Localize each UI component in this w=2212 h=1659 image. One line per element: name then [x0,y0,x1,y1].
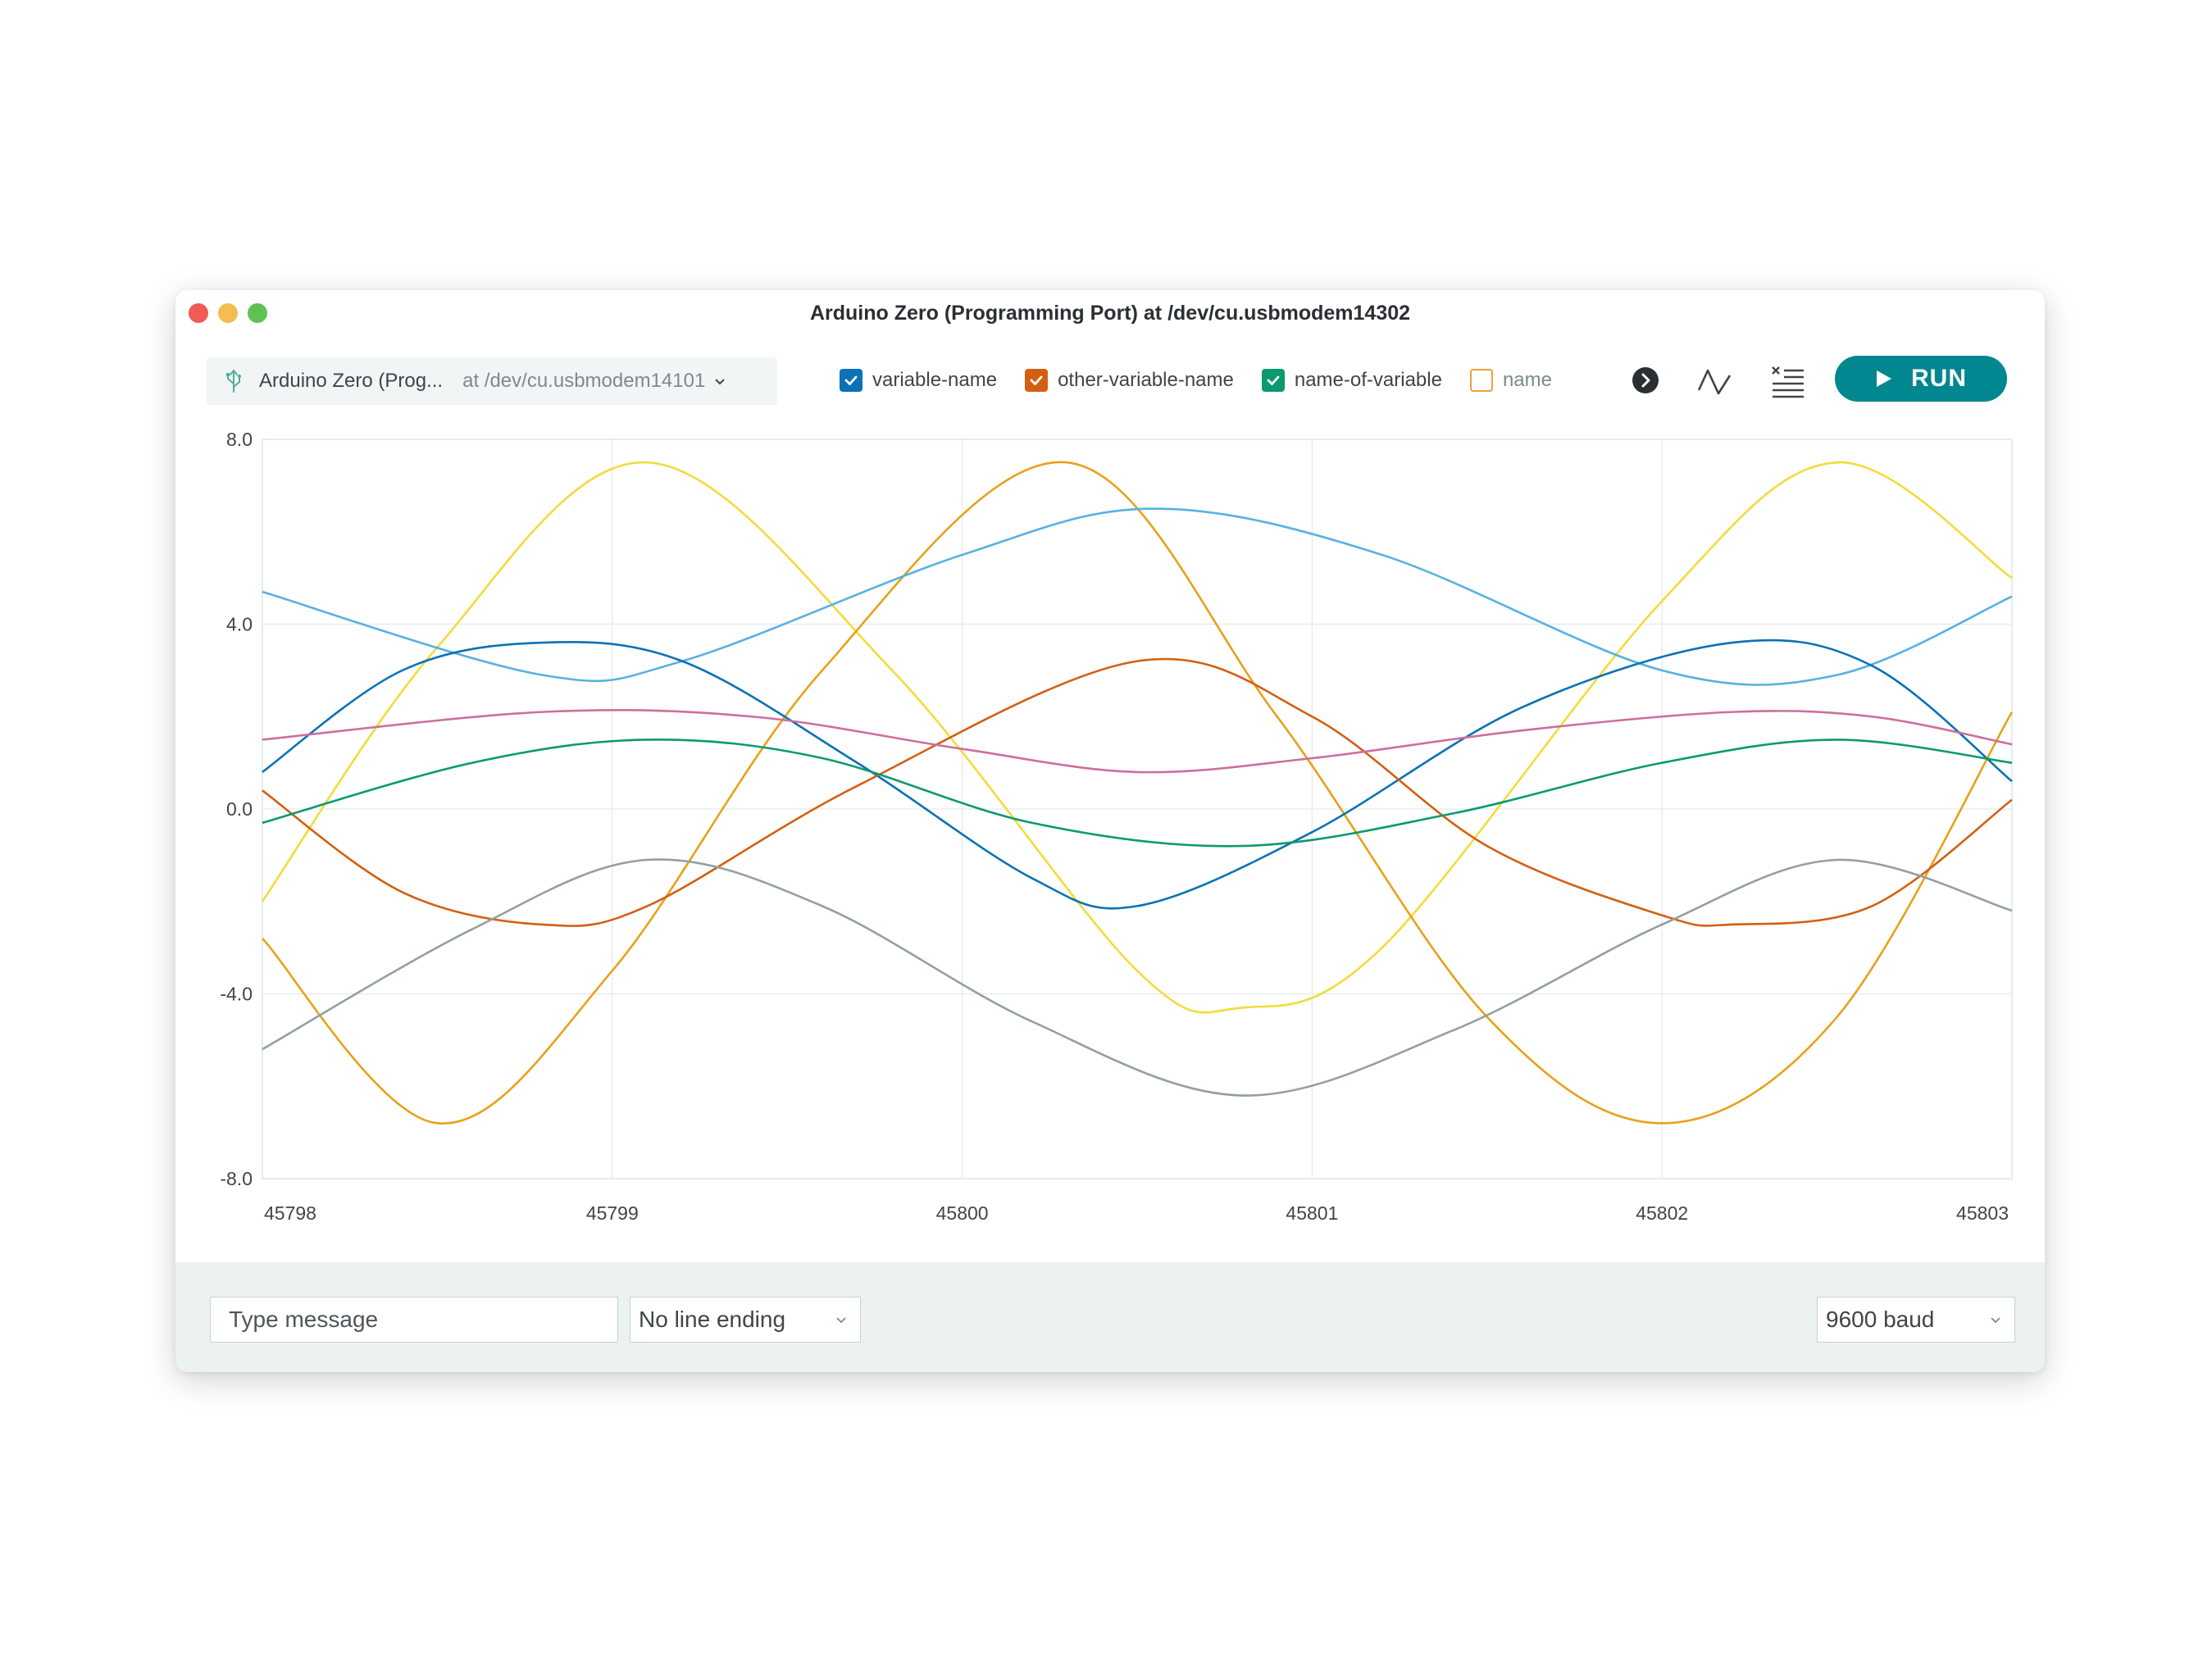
title-bar: Arduino Zero (Programming Port) at /dev/… [175,290,2045,336]
clear-plot-button[interactable] [1768,361,1809,402]
baud-rate-select[interactable]: 9600 baud [1817,1297,2015,1343]
baud-rate-value: 9600 baud [1826,1307,1935,1332]
line-ending-select[interactable]: No line ending [630,1297,861,1343]
y-tick-label: 8.0 [226,429,253,450]
series-legend: variable-name other-variable-name name-o… [840,364,1580,397]
line-ending-value: No line ending [639,1307,786,1332]
usb-icon [226,370,241,393]
legend-item-name[interactable]: name [1469,369,1552,392]
series-line-1 [261,461,2013,1014]
legend-label: variable-name [872,369,998,391]
checkbox-checked-icon[interactable] [840,369,862,392]
board-port: at /dev/cu.usbmodem14101 [462,370,706,392]
board-selector[interactable]: Arduino Zero (Prog... at /dev/cu.usbmode… [207,357,777,405]
legend-label: name [1502,369,1552,391]
interpolate-toggle-button[interactable] [1694,361,1735,402]
x-tick-label: 45798 [264,1202,316,1224]
x-tick-label: 45799 [586,1202,639,1224]
serial-plotter-window: Arduino Zero (Programming Port) at /dev/… [175,290,2045,1372]
minimize-window-button[interactable] [218,303,238,323]
series-line-6 [262,709,2013,774]
y-tick-label: 4.0 [226,614,253,635]
series-line-7 [262,739,2013,848]
play-icon [1877,370,1891,387]
run-label: RUN [1911,365,1967,392]
x-tick-label: 45800 [936,1202,989,1224]
clear-list-icon [1772,366,1804,398]
y-tick-label: 0.0 [226,798,253,820]
checkbox-unchecked-icon[interactable] [1469,369,1493,392]
plot-area: 45798 45799 45800 45801 45802 45803 8.0 4.0 0.0 -… [175,405,2045,1257]
checkbox-checked-icon[interactable] [1261,369,1285,392]
x-tick-label: 45802 [1636,1202,1688,1224]
chevron-down-icon [1991,1317,2000,1324]
legend-item-name-of-variable[interactable]: name-of-variable [1261,369,1442,392]
footer-bar: No line ending 9600 baud [175,1262,2045,1372]
x-tick-label: 45801 [1286,1202,1338,1224]
series-line-3 [262,507,2013,686]
legend-scroll-right-button[interactable] [1632,366,1659,394]
series-line-8 [262,858,2013,1097]
chevron-down-icon [836,1317,846,1324]
series-line-2 [262,461,2014,1125]
checkbox-checked-icon[interactable] [1025,369,1049,392]
series-line-4 [262,639,2013,910]
line-chart: 45798 45799 45800 45801 45802 45803 8.0 4.0 0.0 -… [220,429,2014,1224]
legend-label: other-variable-name [1058,369,1234,391]
chevron-right-circle-icon [1632,367,1659,393]
board-name: Arduino Zero (Prog... [259,370,444,392]
run-button[interactable]: RUN [1835,356,2007,402]
x-tick-label: 45803 [1956,1202,2009,1224]
series-line-5 [262,657,2013,927]
close-window-button[interactable] [189,303,208,323]
legend-label: name-of-variable [1294,369,1442,391]
window-title: Arduino Zero (Programming Port) at /dev/… [809,302,1411,325]
y-tick-label: -4.0 [220,984,253,1005]
waveform-icon [1697,369,1732,395]
legend-item-variable-name[interactable]: variable-name [840,369,997,392]
maximize-window-button[interactable] [248,303,267,323]
y-tick-label: -8.0 [220,1168,253,1189]
chevron-down-icon [715,379,726,385]
message-input[interactable] [210,1297,618,1343]
legend-item-other-variable-name[interactable]: other-variable-name [1025,369,1234,392]
